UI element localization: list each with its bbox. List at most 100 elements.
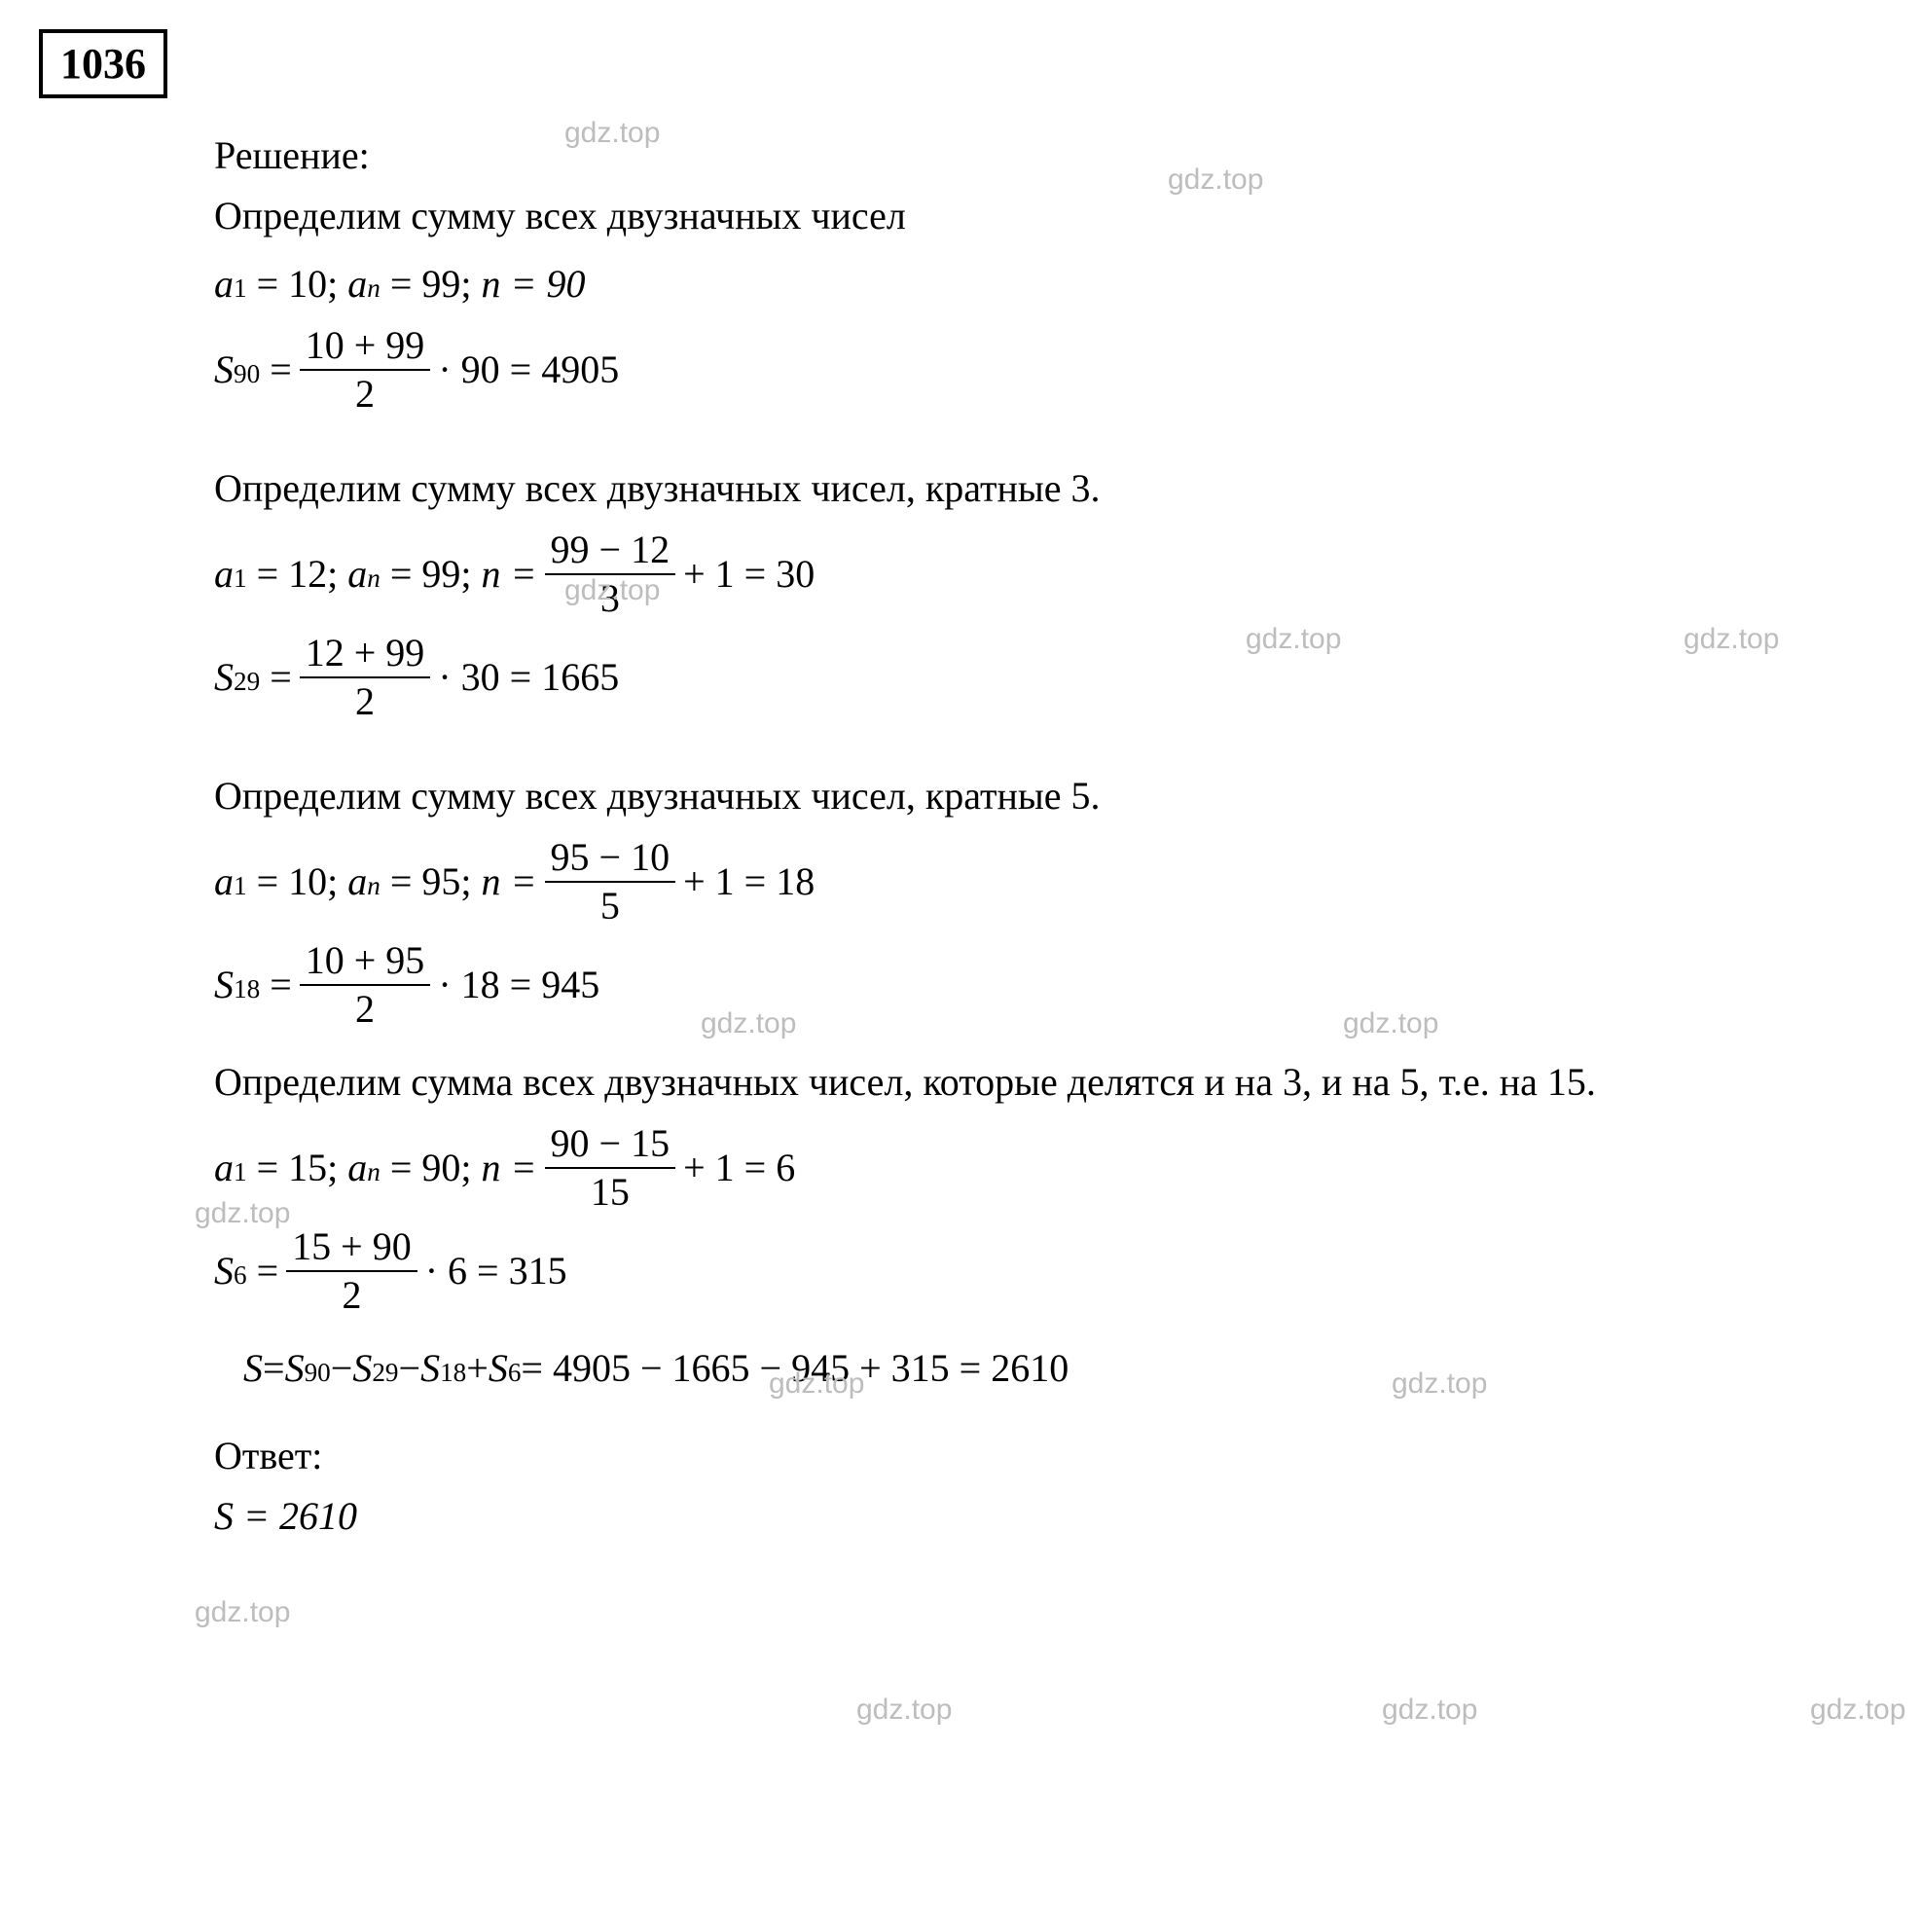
n-label: n =	[482, 544, 537, 604]
block3-sum: S18 = 10 + 95 2 · 18 = 945	[214, 937, 1882, 1033]
frac: 15 + 90 2	[286, 1223, 417, 1319]
S29-sub: 29	[372, 1352, 398, 1393]
frac-num: 15 + 90	[286, 1223, 417, 1272]
watermark: gdz.top	[1382, 1694, 1477, 1727]
frac-num: 10 + 95	[300, 937, 431, 986]
answer-value: S = 2610	[214, 1486, 1882, 1547]
block2-title: Определим сумму всех двузначных чисел, к…	[214, 458, 1882, 519]
an-val: = 99;	[390, 254, 472, 314]
frac-num: 90 − 15	[545, 1120, 676, 1169]
an-var: a	[347, 1138, 367, 1198]
S-eq: =	[257, 1241, 279, 1301]
frac-den: 3	[595, 575, 626, 622]
frac-num: 10 + 99	[300, 322, 431, 371]
block4-sum: S6 = 15 + 90 2 · 6 = 315	[214, 1223, 1882, 1319]
a1-val: = 10;	[257, 254, 339, 314]
n-val: n = 90	[482, 254, 586, 314]
watermark: gdz.top	[856, 1694, 952, 1727]
S-sub: 29	[234, 661, 260, 702]
block1-sum: S90 = 10 + 99 2 · 90 = 4905	[214, 322, 1882, 418]
n-result: + 1 = 18	[683, 852, 815, 912]
block4-title: Определим сумма всех двузначных чисел, к…	[214, 1052, 1820, 1112]
frac: 95 − 10 5	[545, 834, 676, 930]
S18-sub: 18	[440, 1352, 466, 1393]
block1-title: Определим сумму всех двузначных чисел	[214, 186, 1882, 246]
a1-var: a	[214, 254, 234, 314]
S-result: · 6 = 315	[425, 1241, 567, 1301]
S-sub: 18	[234, 968, 260, 1009]
S90-sub: 90	[305, 1352, 331, 1393]
final-result: = 4905 − 1665 − 945 + 315 = 2610	[521, 1338, 1069, 1399]
block-mult-5: Определим сумму всех двузначных чисел, к…	[214, 766, 1882, 1033]
a1-sub: 1	[234, 1151, 247, 1192]
S29: S	[352, 1338, 372, 1399]
an-val: = 90;	[390, 1138, 472, 1198]
a1-var: a	[214, 1138, 234, 1198]
frac-den: 2	[336, 1272, 367, 1319]
frac-den: 15	[585, 1169, 635, 1216]
an-var: a	[347, 544, 367, 604]
answer-label: Ответ:	[214, 1426, 1882, 1486]
minus: −	[331, 1338, 353, 1399]
S-sub: 90	[234, 353, 260, 394]
block2-sum: S29 = 12 + 99 2 · 30 = 1665	[214, 630, 1882, 725]
frac-den: 2	[349, 371, 381, 418]
S-result: · 30 = 1665	[438, 647, 619, 708]
frac-num: 12 + 99	[300, 630, 431, 678]
an-var: a	[347, 852, 367, 912]
S-eq: =	[270, 647, 292, 708]
watermark: gdz.top	[195, 1596, 290, 1629]
S-sub: 6	[234, 1255, 247, 1295]
block-mult-15: Определим сумма всех двузначных чисел, к…	[214, 1052, 1882, 1319]
S-eq: =	[270, 340, 292, 400]
solution-content: Решение: Определим сумму всех двузначных…	[214, 126, 1882, 1547]
S-result: · 18 = 945	[438, 955, 599, 1015]
frac: 12 + 99 2	[300, 630, 431, 725]
S-var: S	[214, 1241, 234, 1301]
plus: +	[466, 1338, 489, 1399]
an-val: = 95;	[390, 852, 472, 912]
n-result: + 1 = 30	[683, 544, 815, 604]
S-total: S	[243, 1338, 263, 1399]
S6-sub: 6	[508, 1352, 522, 1393]
an-sub: n	[367, 1151, 381, 1192]
a1-val: = 10;	[257, 852, 339, 912]
a1-sub: 1	[234, 558, 247, 599]
S-result: · 90 = 4905	[438, 340, 619, 400]
watermark: gdz.top	[1810, 1694, 1905, 1727]
frac: 99 − 12 3	[545, 527, 676, 622]
S18: S	[420, 1338, 440, 1399]
final-line: S = S90 − S29 − S18 + S6 = 4905 − 1665 −…	[243, 1338, 1882, 1399]
block-all-two-digit: Определим сумму всех двузначных чисел a1…	[214, 186, 1882, 418]
S6: S	[489, 1338, 508, 1399]
block1-params: a1 = 10; an = 99; n = 90	[214, 254, 1882, 314]
block-mult-3: Определим сумму всех двузначных чисел, к…	[214, 458, 1882, 725]
problem-number: 1036	[39, 29, 167, 98]
an-sub: n	[367, 268, 381, 309]
n-label: n =	[482, 1138, 537, 1198]
frac-den: 5	[595, 883, 626, 930]
block3-title: Определим сумму всех двузначных чисел, к…	[214, 766, 1882, 826]
frac-den: 2	[349, 986, 381, 1033]
solution-label: Решение:	[214, 126, 1882, 186]
S-eq: =	[270, 955, 292, 1015]
final-equation: S = S90 − S29 − S18 + S6 = 4905 − 1665 −…	[243, 1338, 1882, 1399]
n-label: n =	[482, 852, 537, 912]
a1-sub: 1	[234, 268, 247, 309]
frac: 90 − 15 15	[545, 1120, 676, 1216]
block2-params: a1 = 12; an = 99; n = 99 − 12 3 + 1 = 30	[214, 527, 1882, 622]
a1-val: = 12;	[257, 544, 339, 604]
S-var: S	[214, 340, 234, 400]
answer-block: Ответ: S = 2610	[214, 1426, 1882, 1547]
frac: 10 + 95 2	[300, 937, 431, 1033]
n-result: + 1 = 6	[683, 1138, 795, 1198]
eq: =	[263, 1338, 285, 1399]
an-var: a	[347, 254, 367, 314]
frac-den: 2	[349, 678, 381, 725]
minus: −	[399, 1338, 421, 1399]
S-var: S	[214, 647, 234, 708]
block3-params: a1 = 10; an = 95; n = 95 − 10 5 + 1 = 18	[214, 834, 1882, 930]
S90: S	[285, 1338, 305, 1399]
an-sub: n	[367, 558, 381, 599]
frac-num: 99 − 12	[545, 527, 676, 575]
